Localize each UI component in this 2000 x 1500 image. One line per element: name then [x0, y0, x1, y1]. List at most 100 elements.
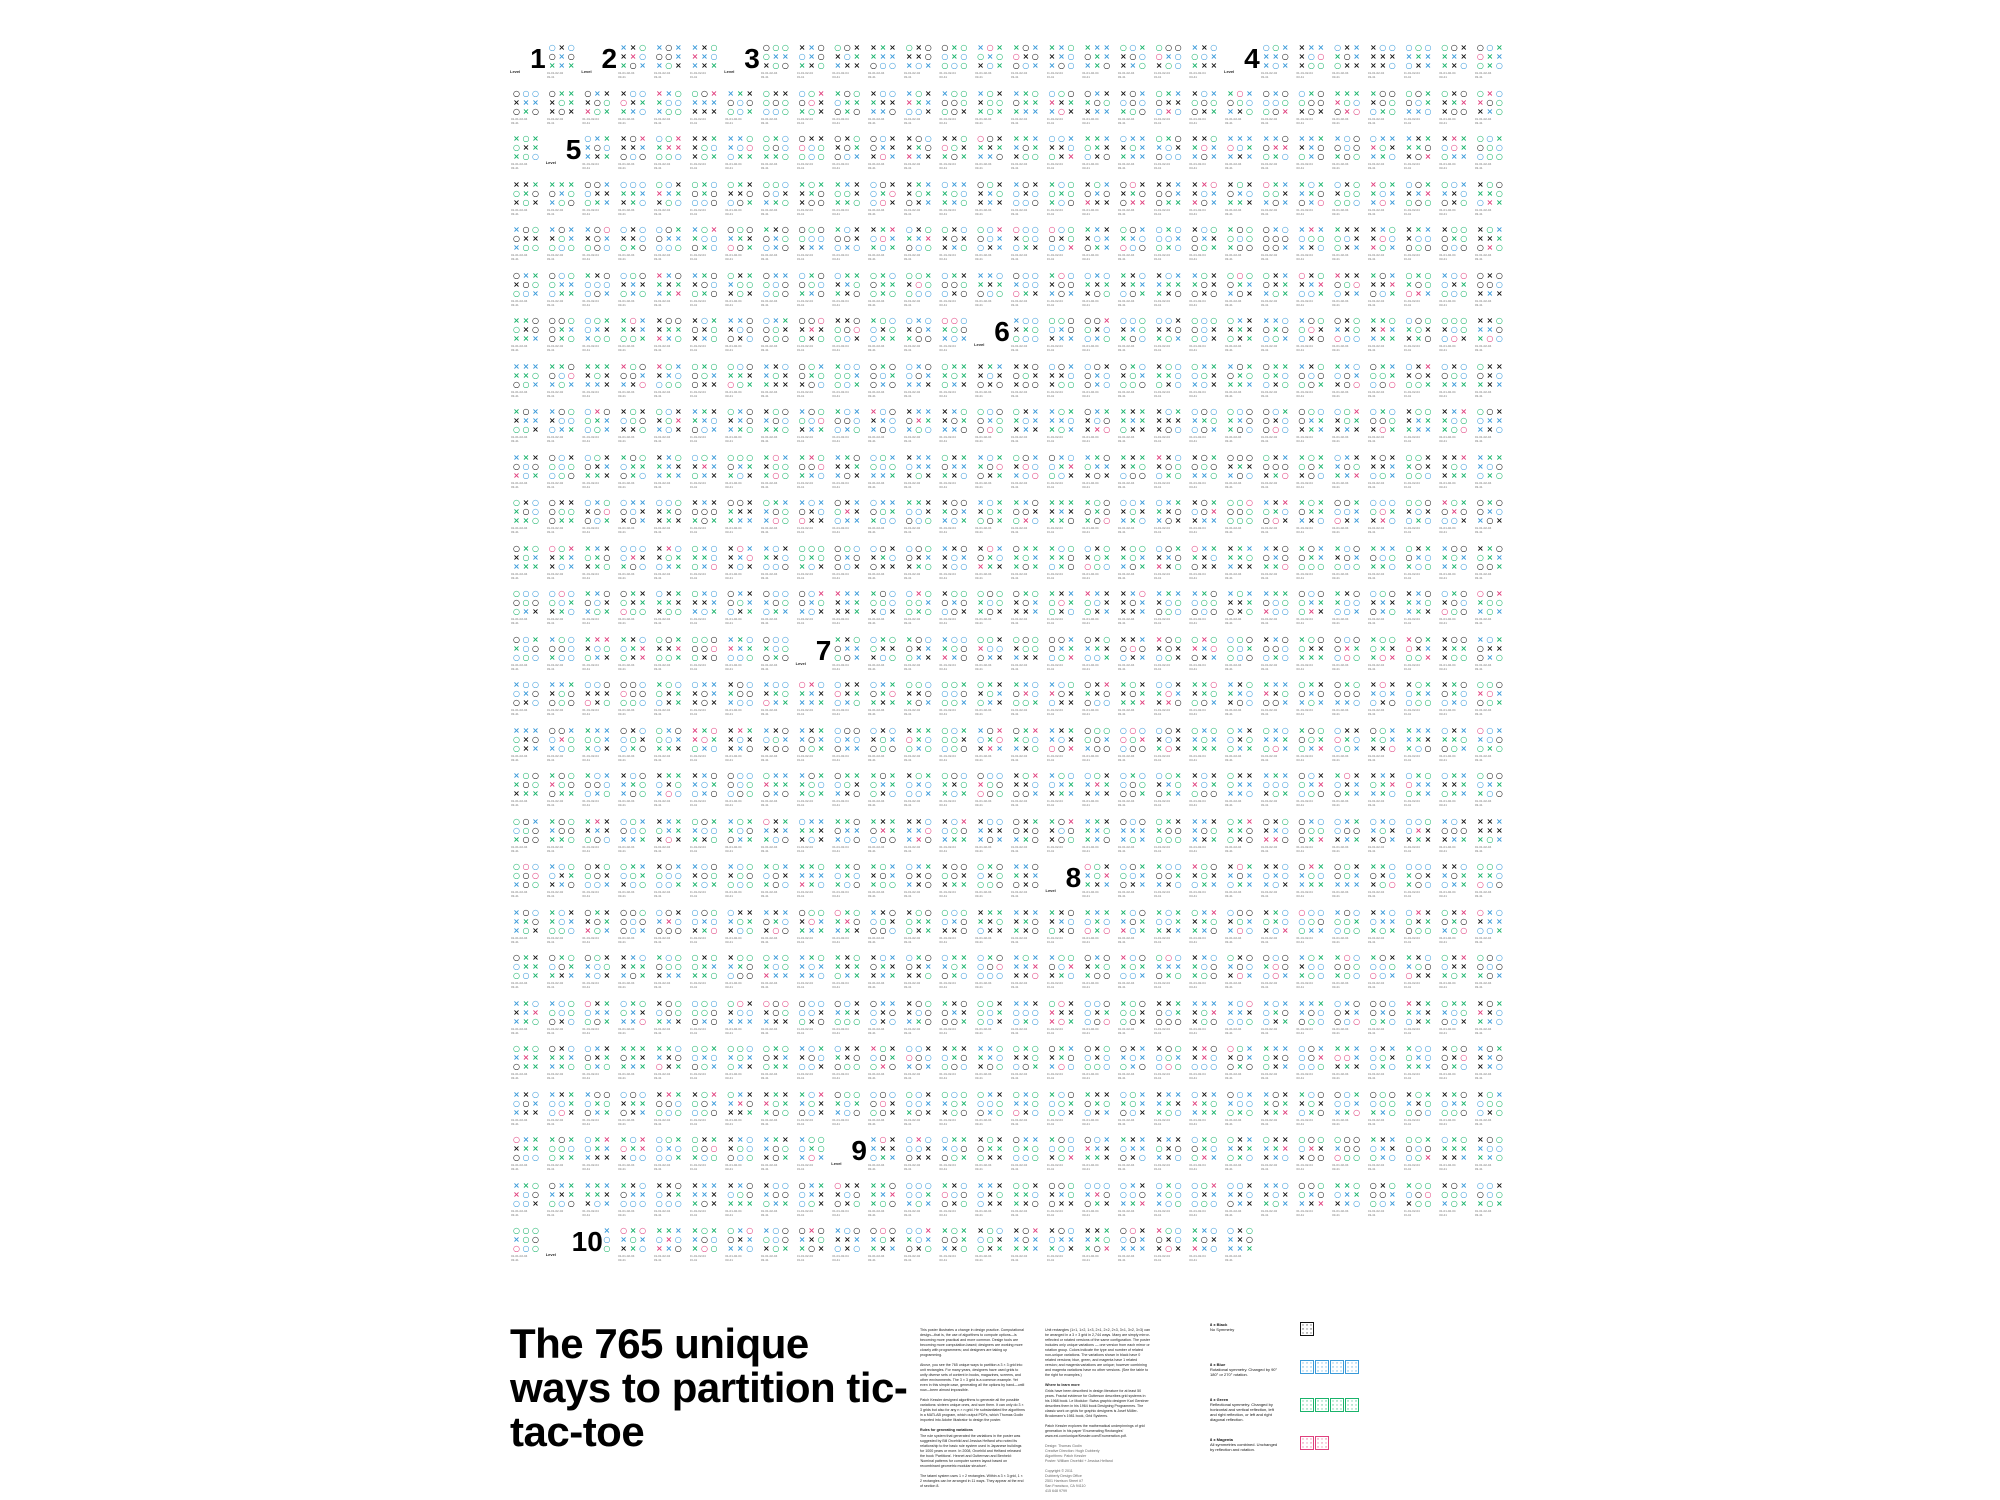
cell-code-2: 03-41	[1404, 75, 1435, 79]
partition-cell: × × ○ ○ × × ○ × ○ 01-01-02-04 03-41	[1260, 131, 1292, 175]
board-mark: ○	[762, 90, 771, 98]
board-mark: ×	[817, 108, 826, 116]
board-mark: ×	[1200, 135, 1209, 143]
board-mark: ×	[817, 90, 826, 98]
board-mark: ×	[726, 144, 735, 152]
tic-tac-toe-board: × × × ○ × × × × ○	[1083, 44, 1111, 70]
board-mark: ○	[1343, 135, 1352, 143]
board-mark: ×	[1209, 153, 1218, 161]
board-mark: ×	[1119, 144, 1128, 152]
board-mark: ×	[1307, 144, 1316, 152]
board-mark: ×	[1333, 53, 1342, 61]
board-mark: ×	[512, 153, 521, 161]
board-mark: ○	[619, 153, 628, 161]
board-mark: ○	[1155, 153, 1164, 161]
tic-tac-toe-board: × × × × × ○ ○ × ○	[1297, 135, 1325, 161]
board-mark: ×	[940, 190, 949, 198]
board-mark: ○	[1021, 181, 1030, 189]
board-mark: ○	[638, 44, 647, 52]
board-mark: ○	[1414, 99, 1423, 107]
cell-code-2: 03-41	[1368, 75, 1399, 79]
board-mark: ○	[888, 190, 897, 198]
board-mark: ×	[1012, 144, 1021, 152]
board-mark: ×	[1226, 108, 1235, 116]
board-mark: ○	[986, 62, 995, 70]
cell-code: 01-01-02-04 03-41	[1404, 71, 1435, 79]
board-mark: ○	[1190, 53, 1199, 61]
partition-cell: ○ × ○ ○ ○ ○ × ○ × 01-01-02-04 03-41	[1295, 86, 1327, 130]
board-mark: ×	[950, 44, 959, 52]
tic-tac-toe-board: × ○ × ○ ○ ○ ○ × ×	[1190, 90, 1218, 116]
board-mark: ○	[629, 135, 638, 143]
tic-tac-toe-board: ○ ○ × × × × × × ○	[1440, 44, 1468, 70]
board-mark: ○	[664, 135, 673, 143]
board-mark: ×	[1297, 62, 1306, 70]
board-mark: ○	[762, 44, 771, 52]
board-mark: ×	[691, 135, 700, 143]
board-mark: ○	[710, 44, 719, 52]
board-mark: ○	[976, 135, 985, 143]
board-mark: ○	[1128, 99, 1137, 107]
cell-code: 01-01-02-04 03-41	[511, 117, 542, 125]
board-mark: ○	[1012, 199, 1021, 207]
board-mark: ○	[629, 90, 638, 98]
board-mark: ×	[1271, 90, 1280, 98]
board-mark: ×	[879, 108, 888, 116]
board-mark: ○	[1083, 153, 1092, 161]
partition-cell: ○ × × ○ × × ○ × ○ 01-01-02-04 03-41	[1153, 86, 1185, 130]
board-mark: ×	[924, 190, 933, 198]
cell-code: 01-01-02-04 03-41	[1368, 117, 1399, 125]
tic-tac-toe-board: × × × ○ ○ × × × ×	[1226, 135, 1254, 161]
board-mark: ×	[924, 108, 933, 116]
board-mark: ○	[1378, 144, 1387, 152]
board-mark: ○	[771, 44, 780, 52]
board-mark: ○	[1440, 90, 1449, 98]
board-mark: ○	[1405, 90, 1414, 98]
partition-cell: × × × × ○ ○ × ○ × 01-01-02-04 03-41	[689, 131, 721, 175]
board-mark: ○	[1495, 144, 1504, 152]
board-mark: ○	[1388, 99, 1397, 107]
board-mark: ×	[1459, 135, 1468, 143]
cell-code-2: 03-41	[975, 166, 1006, 170]
board-mark: ×	[1093, 44, 1102, 52]
cell-code-2: 03-41	[582, 212, 613, 216]
board-mark: ○	[1316, 53, 1325, 61]
board-mark: ○	[638, 53, 647, 61]
board-mark: ○	[807, 90, 816, 98]
partition-cell: × ○ × × × × ○ ○ ○ 01-01-02-04 03-41	[617, 131, 649, 175]
board-mark: ×	[852, 153, 861, 161]
cell-code: 01-01-02-04 03-41	[1296, 162, 1327, 170]
cell-code: 01-01-02-04 03-41	[975, 117, 1006, 125]
board-mark: ×	[1048, 99, 1057, 107]
board-mark: ○	[986, 135, 995, 143]
board-mark: ×	[700, 108, 709, 116]
cell-code-2: 03-41	[1332, 75, 1363, 79]
board-mark: ×	[940, 90, 949, 98]
board-mark: ○	[995, 53, 1004, 61]
board-mark: ○	[1155, 99, 1164, 107]
board-mark: ×	[1174, 144, 1183, 152]
board-mark: ○	[567, 53, 576, 61]
board-mark: ×	[771, 53, 780, 61]
board-mark: ○	[762, 144, 771, 152]
board-mark: ×	[512, 199, 521, 207]
tic-tac-toe-board: × ○ × ○ × ○ × ○ ×	[976, 44, 1004, 70]
board-mark: ○	[522, 153, 531, 161]
board-mark: ○	[548, 53, 557, 61]
cell-code: 01-01-02-04 03-41	[618, 71, 649, 79]
cell-code-2: 03-41	[690, 75, 721, 79]
partition-cell: ○ ○ × × × ○ × × × 01-01-02-04 03-41	[974, 177, 1006, 221]
board-mark: ×	[531, 181, 540, 189]
board-mark: ○	[1200, 90, 1209, 98]
board-mark: ×	[1369, 153, 1378, 161]
board-mark: ×	[557, 44, 566, 52]
board-mark: ○	[602, 144, 611, 152]
tic-tac-toe-board: ○ ○ × ○ ○ × × × ○	[1405, 90, 1433, 116]
board-mark: ○	[522, 90, 531, 98]
board-mark: ○	[1405, 99, 1414, 107]
board-mark: ○	[924, 135, 933, 143]
board-mark: ○	[869, 62, 878, 70]
board-mark: ×	[852, 99, 861, 107]
board-mark: ○	[798, 144, 807, 152]
board-mark: ×	[522, 181, 531, 189]
